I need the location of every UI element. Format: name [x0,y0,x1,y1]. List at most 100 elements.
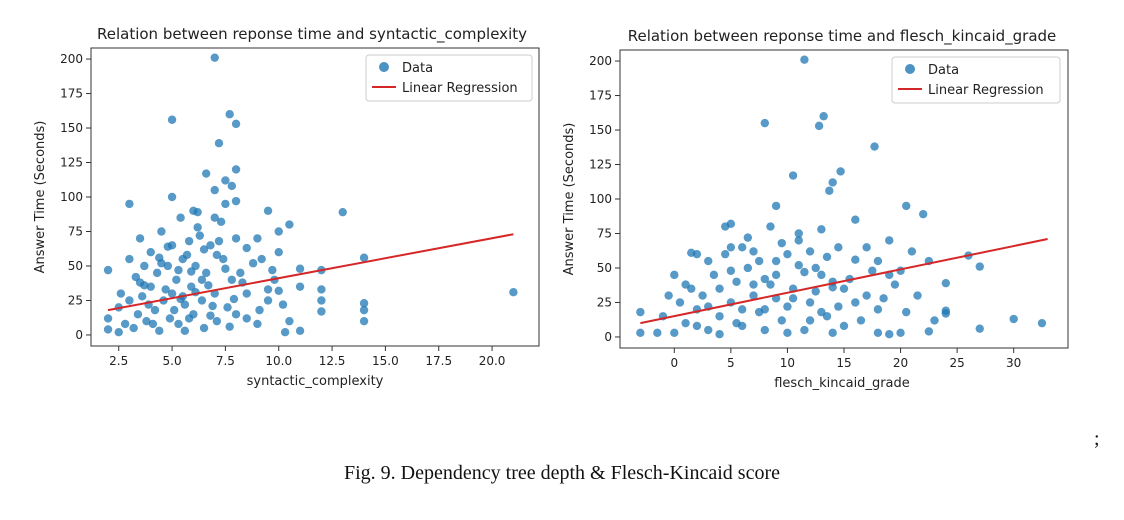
data-point [749,280,758,289]
y-tick-label: 75 [597,226,612,240]
data-point [187,267,196,276]
data-point [231,119,241,129]
data-point [148,319,158,329]
data-point [274,227,283,236]
data-point [189,206,198,215]
data-point [142,316,151,326]
trailing-semicolon: ; [1094,428,1100,450]
data-point [172,275,181,284]
data-points [636,55,1047,339]
y-tick-label: 50 [597,261,612,275]
data-point [681,280,690,289]
data-point [197,296,207,305]
y-tick-label: 200 [589,54,612,68]
y-tick-label: 25 [68,293,83,307]
data-point [811,263,820,273]
data-point [715,312,724,321]
data-point [822,252,832,262]
data-point [133,310,143,319]
data-point [868,266,877,275]
data-point [754,256,764,266]
data-point [225,322,234,331]
legend-label-regression: Linear Regression [402,81,518,96]
data-point [704,325,713,335]
data-point [210,185,219,195]
data-point [902,307,911,317]
data-point [771,256,781,266]
data-point [805,247,815,256]
data-point [263,285,273,294]
data-point [783,302,792,311]
data-point [817,225,826,234]
x-tick-label: 25 [949,356,964,370]
data-point [805,316,815,325]
data-point [743,263,753,273]
data-point [704,256,713,266]
figure-caption: Fig. 9. Dependency tree depth & Flesch-K… [344,462,780,484]
data-point [242,314,251,323]
data-point [870,142,879,151]
data-point [800,325,809,335]
x-tick-label: 7.5 [216,354,235,368]
data-point [170,305,179,315]
data-point [199,323,209,333]
data-point [828,283,837,292]
data-point [140,261,149,271]
data-point [255,305,264,315]
data-point [120,319,130,329]
data-point [788,171,798,180]
chart-syntactic-complexity: Relation between reponse time and syntac… [33,25,540,389]
data-point [359,316,369,326]
data-point [839,284,849,293]
data-point [157,227,166,236]
data-point [836,167,845,176]
data-point [873,305,883,314]
data-point [180,326,190,336]
data-point [125,199,134,209]
data-point [210,53,219,62]
x-ticks: 2.5 5.0 7.5 10.0 12.5 15.0 17.5 20.0 [109,346,505,368]
data-point [253,234,262,243]
y-tick-label: 100 [60,190,83,204]
data-point [873,256,883,266]
data-point [114,328,123,337]
data-point [805,298,815,307]
data-point [135,234,145,243]
legend: Data Linear Regression [891,56,1061,104]
data-point [227,275,236,284]
y-tick-label: 150 [60,121,83,135]
data-point [161,285,170,294]
x-tick-label: 12.5 [319,354,346,368]
data-point [930,316,939,325]
data-point [814,121,824,131]
data-point [509,287,518,297]
data-point [800,267,809,277]
data-point [116,289,126,298]
x-tick-label: 10.0 [265,354,292,368]
x-tick-label: 2.5 [109,354,128,368]
y-tick-label: 175 [589,89,612,103]
data-point [174,319,183,329]
x-tick-label: 15 [836,356,851,370]
data-point [794,229,803,238]
data-point [670,270,679,280]
data-point [263,296,273,305]
data-point [223,303,232,312]
data-point [873,328,883,338]
data-point [214,138,224,148]
data-point [204,281,213,290]
y-tick-label: 0 [604,330,612,344]
data-point [737,243,747,252]
data-point [771,270,781,280]
data-point [817,307,826,317]
data-point [285,220,294,229]
regression-line [640,238,1048,325]
x-tick-label: 30 [1006,356,1021,370]
chart-title: Relation between reponse time and flesch… [628,27,1057,46]
y-ticks: 0 25 50 75 100 125 150 175 200 [60,52,91,342]
data-point [851,298,860,307]
data-point [210,213,219,222]
data-point [851,215,860,224]
data-point [913,291,922,300]
x-axis-label: syntactic_complexity [247,374,384,389]
